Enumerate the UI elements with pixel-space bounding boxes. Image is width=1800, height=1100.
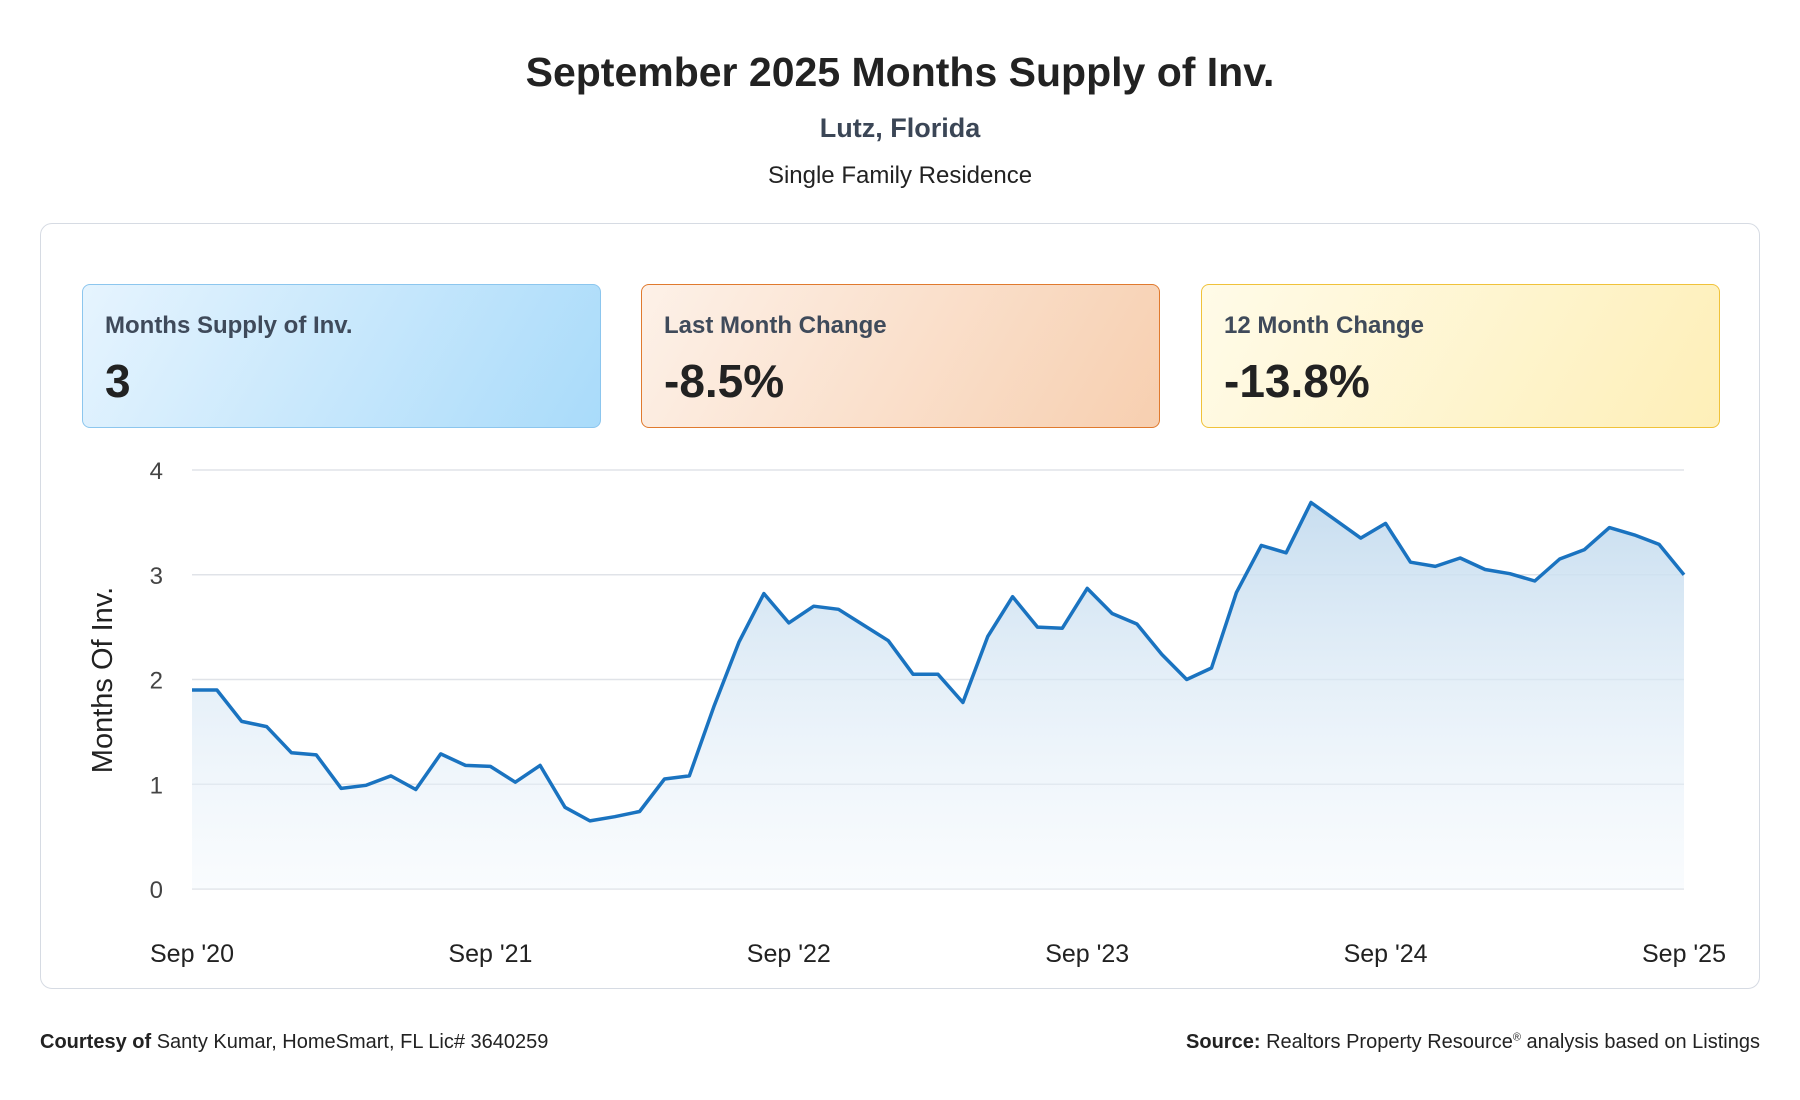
card-label: Months Supply of Inv. <box>105 312 353 339</box>
y-axis-label: Months Of Inv. <box>87 587 119 773</box>
card-value: -13.8% <box>1224 355 1370 407</box>
source-label: Source: <box>1186 1031 1261 1053</box>
y-tick-label: 2 <box>150 668 163 695</box>
y-tick-label: 4 <box>150 458 163 485</box>
x-tick-label: Sep '22 <box>747 940 831 968</box>
card-value: -8.5% <box>664 355 785 407</box>
y-tick-label: 0 <box>150 877 163 904</box>
card-label: 12 Month Change <box>1224 312 1425 339</box>
last-month-change-card: Last Month Change -8.5% <box>641 284 1160 428</box>
source-footer: Source: Realtors Property Resource® anal… <box>1186 1031 1760 1054</box>
months-supply-card: Months Supply of Inv. 3 <box>82 284 601 428</box>
property-type: Single Family Residence <box>767 162 1033 189</box>
source-text: Realtors Property Resource <box>1266 1031 1513 1053</box>
x-tick-label: Sep '23 <box>1045 940 1129 968</box>
registered-mark: ® <box>1512 1031 1521 1044</box>
series-area <box>192 502 1684 889</box>
chart-title: September 2025 Months Supply of Inv. <box>525 49 1275 95</box>
x-tick-label: Sep '25 <box>1642 940 1726 968</box>
courtesy-label: Courtesy of <box>40 1031 152 1053</box>
x-tick-label: Sep '24 <box>1344 940 1428 968</box>
chart-header: September 2025 Months Supply of Inv. Lut… <box>0 44 1800 192</box>
x-axis-ticks: Sep '20 Sep '21 Sep '22 Sep '23 Sep '24 Sep '… <box>150 940 1726 968</box>
series-line <box>192 500 1686 823</box>
location-subtitle: Lutz, Florida <box>819 113 981 143</box>
y-tick-label: 3 <box>150 563 163 590</box>
card-value: 3 <box>105 355 131 407</box>
twelve-month-change-card: 12 Month Change -13.8% <box>1201 284 1720 428</box>
card-label: Last Month Change <box>664 312 887 339</box>
source-text-suffix: analysis based on Listings <box>1526 1031 1760 1053</box>
courtesy-footer: Courtesy of Santy Kumar, HomeSmart, FL L… <box>40 1031 548 1054</box>
y-tick-label: 1 <box>150 772 163 799</box>
x-tick-label: Sep '21 <box>448 940 532 968</box>
y-axis-ticks: 0 1 2 3 4 <box>150 458 163 904</box>
courtesy-text: Santy Kumar, HomeSmart, FL Lic# 3640259 <box>156 1031 549 1053</box>
x-tick-label: Sep '20 <box>150 940 234 968</box>
